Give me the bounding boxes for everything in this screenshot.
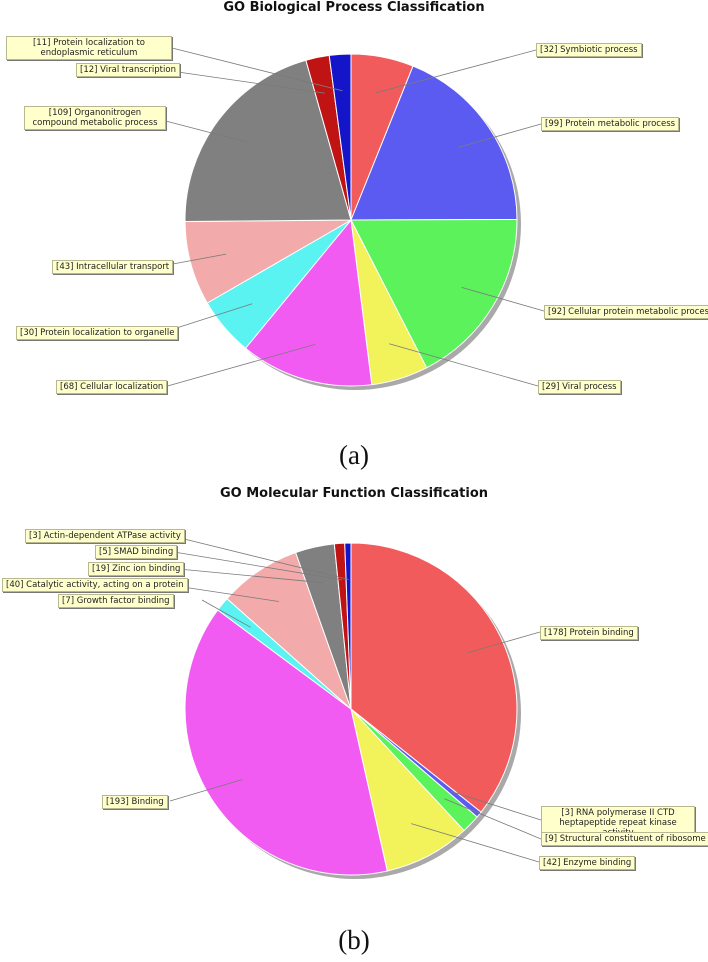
pie-slice-1-0 [350, 542, 518, 813]
chart-title-b: GO Molecular Function Classification [219, 486, 489, 501]
callout-b-growth-factor-binding: [7] Growth factor binding [58, 594, 174, 609]
panel-label-b: (b) [338, 925, 370, 955]
leader-line-1-4 [169, 779, 243, 802]
callout-a-viral-transcription: [12] Viral transcription [76, 63, 180, 78]
pie-slice-0-1 [350, 65, 518, 221]
leader-line-1-7 [167, 567, 323, 584]
leader-line-0-9 [163, 45, 343, 92]
callout-a-protein-localization-organelle: [30] Protein localization to organelle [16, 326, 179, 341]
leader-line-0-5 [163, 303, 253, 333]
leader-line-1-0 [467, 631, 541, 654]
leader-line-1-1 [450, 791, 542, 821]
pie-slice-0-4 [244, 218, 373, 387]
leader-line-1-3 [411, 823, 540, 863]
callout-a-cellular-localization: [68] Cellular localization [56, 380, 168, 395]
callout-a-viral-process: [29] Viral process [538, 380, 621, 395]
leader-line-1-9 [167, 534, 349, 580]
chart-title-a: GO Biological Process Classification [223, 0, 485, 15]
pie-slice-0-7 [184, 59, 352, 222]
leader-line-0-7 [157, 118, 248, 143]
callout-b-actin-atpase: [3] Actin-dependent ATPase activity [25, 529, 185, 544]
callout-b-protein-binding: [178] Protein binding [540, 626, 638, 641]
pie-slice-0-2 [350, 218, 518, 369]
callout-b-binding: [193] Binding [102, 795, 168, 810]
panel-label-a: (a) [339, 440, 369, 470]
pie-slice-1-9 [344, 542, 352, 710]
callout-a-cellular-protein-metabolic: [92] Cellular protein metabolic process [544, 305, 708, 320]
leader-line-0-0 [375, 49, 537, 94]
callout-b-zinc-ion-binding: [19] Zinc ion binding [88, 562, 185, 577]
callout-a-intracellular-transport: [43] Intracellular transport [52, 260, 174, 275]
callout-a-protein-localization-er: [11] Protein localization to endoplasmic… [6, 36, 172, 61]
leader-line-1-2 [444, 798, 542, 840]
callout-a-symbiotic-process: [32] Symbiotic process [536, 43, 642, 58]
leader-line-0-4 [163, 344, 316, 388]
leader-line-1-8 [167, 550, 343, 581]
leader-line-0-3 [389, 343, 539, 387]
pie-slice-0-9 [328, 53, 352, 221]
leader-line-0-8 [163, 69, 325, 94]
callout-b-catalytic-activity: [40] Catalytic activity, acting on a pro… [2, 578, 188, 593]
callout-b-enzyme-binding: [42] Enzyme binding [539, 856, 636, 871]
leader-line-1-5 [201, 599, 251, 628]
pie-slice-1-3 [350, 707, 465, 872]
leader-line-0-1 [458, 123, 542, 148]
callout-a-protein-metabolic: [99] Protein metabolic process [541, 117, 680, 132]
callout-b-ribosome: [9] Structural constituent of ribosome [541, 832, 708, 847]
callout-b-smad-binding: [5] SMAD binding [95, 545, 178, 560]
leader-line-0-2 [461, 287, 545, 312]
callout-a-organonitrogen: [109] Organonitrogen compound metabolic … [24, 106, 166, 131]
pie-slice-1-4 [184, 609, 388, 876]
